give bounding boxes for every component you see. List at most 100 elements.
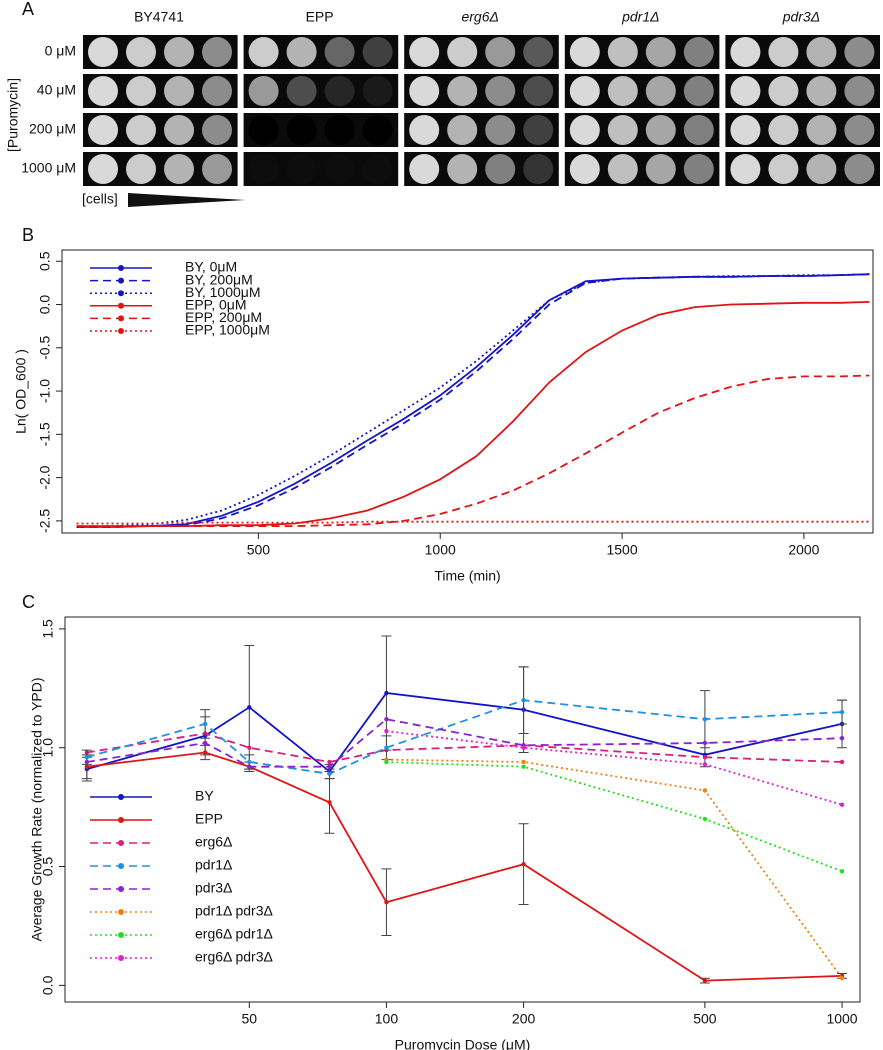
- spot: [248, 76, 279, 106]
- point: [702, 816, 708, 822]
- spot: [645, 115, 676, 145]
- y-tick-label: 0.0: [40, 975, 56, 995]
- series-line: [86, 718, 843, 768]
- legend-marker: [118, 863, 124, 869]
- spot: [683, 76, 714, 106]
- spot: [844, 154, 875, 184]
- spot: [88, 76, 118, 106]
- x-tick-label: 1000: [826, 1011, 857, 1027]
- y-tick-label: -1.5: [37, 422, 53, 446]
- legend-marker: [118, 794, 124, 800]
- spot: [523, 37, 554, 67]
- spot: [286, 154, 317, 184]
- point: [384, 899, 389, 905]
- point: [839, 976, 845, 981]
- spot: [607, 154, 638, 184]
- spot: [202, 154, 232, 184]
- series-line: [76, 374, 870, 527]
- legend-label: pdr1Δ pdr3Δ: [195, 903, 273, 919]
- point: [839, 736, 845, 741]
- legend-marker: [118, 932, 124, 938]
- spot: [768, 115, 799, 145]
- legend-marker: [118, 817, 124, 823]
- plot-frame: [64, 616, 861, 1003]
- point: [702, 762, 708, 767]
- point: [702, 755, 708, 760]
- spot: [607, 37, 638, 67]
- legend-marker: [118, 302, 124, 309]
- spot: [523, 76, 554, 106]
- spot: [362, 37, 393, 67]
- cells-label: [cells]: [82, 191, 118, 207]
- legend-marker: [118, 886, 124, 892]
- point: [839, 869, 845, 874]
- series-line: [76, 273, 870, 528]
- spot: [768, 154, 799, 184]
- point: [521, 745, 526, 750]
- point: [327, 800, 332, 805]
- spot: [806, 76, 837, 106]
- spot: [569, 76, 600, 106]
- point: [247, 745, 252, 750]
- spot: [730, 37, 761, 67]
- point: [839, 802, 845, 807]
- spot: [683, 154, 714, 184]
- series-line: [86, 732, 843, 763]
- point: [702, 978, 708, 983]
- x-tick-label: 1500: [606, 542, 637, 558]
- spot: [88, 37, 118, 67]
- spot: [88, 154, 118, 184]
- column-title: pdr1Δ: [621, 9, 659, 25]
- legend-marker: [118, 840, 124, 846]
- column-title: pdr3Δ: [782, 9, 820, 25]
- spot: [88, 115, 118, 145]
- point: [521, 697, 526, 703]
- spot: [164, 115, 194, 145]
- spot: [362, 115, 393, 145]
- y-tick-label: -0.5: [37, 336, 53, 360]
- panel-label: B: [22, 225, 34, 245]
- legend-label: erg6Δ: [195, 834, 232, 850]
- spot: [485, 154, 516, 184]
- column-title: EPP: [306, 9, 334, 25]
- spot: [324, 154, 355, 184]
- spot: [409, 76, 440, 106]
- point: [384, 759, 389, 765]
- spot: [324, 76, 355, 106]
- legend-label: EPP, 0μM: [185, 297, 247, 313]
- spot: [202, 115, 232, 145]
- spot: [164, 76, 194, 106]
- legend-label: erg6Δ pdr1Δ: [195, 926, 273, 942]
- legend-label: BY, 0μM: [185, 259, 237, 275]
- spot: [362, 76, 393, 106]
- spot: [844, 76, 875, 106]
- legend-label: BY, 1000μM: [185, 284, 261, 300]
- legend-marker: [118, 277, 124, 284]
- point: [702, 788, 708, 793]
- spot: [202, 76, 232, 106]
- spot: [164, 154, 194, 184]
- spot: [324, 37, 355, 67]
- spot: [409, 37, 440, 67]
- y-axis-label: Ln( OD_600 ): [13, 349, 29, 434]
- x-tick-label: 1000: [425, 542, 456, 558]
- series-line: [386, 761, 843, 873]
- spot: [806, 115, 837, 145]
- x-tick-label: 50: [242, 1011, 258, 1027]
- spot: [806, 37, 837, 67]
- spot: [447, 115, 478, 145]
- legend-marker: [118, 328, 124, 334]
- spot: [730, 154, 761, 184]
- x-tick-label: 500: [247, 542, 271, 558]
- legend-label: EPP, 1000μM: [185, 322, 270, 338]
- spot: [202, 37, 232, 67]
- series-line: [76, 520, 870, 525]
- y-axis-label: Average Growth Rate (normalized to YPD): [29, 677, 45, 941]
- spot: [362, 154, 393, 184]
- spot: [607, 76, 638, 106]
- legend-marker: [118, 955, 124, 961]
- legend-marker: [118, 315, 124, 322]
- spot: [126, 115, 156, 145]
- point: [839, 709, 845, 715]
- legend-label: EPP, 200μM: [185, 309, 262, 325]
